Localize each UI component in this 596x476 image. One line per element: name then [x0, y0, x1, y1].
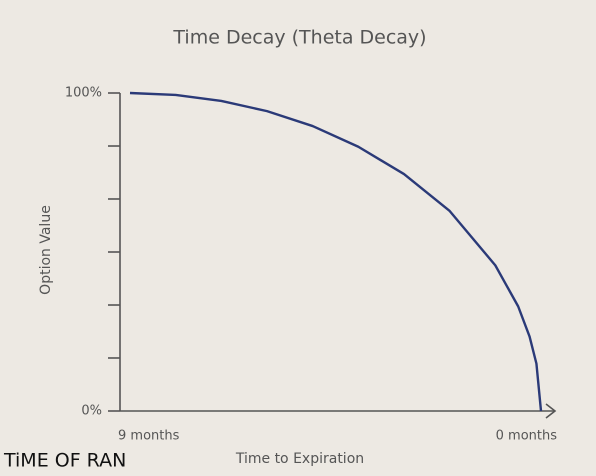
y-tick-label: 0% — [81, 404, 102, 419]
x-tick-label: 9 months — [118, 429, 180, 444]
data-line — [129, 91, 543, 412]
y-axis-title: Option Value — [38, 205, 54, 295]
watermark: TiME OF RAN — [3, 450, 126, 472]
y-tick-label: 100% — [65, 86, 102, 101]
x-axis-title: Time to Expiration — [235, 451, 364, 467]
x-axis-arrow — [545, 403, 557, 419]
chart-title: Time Decay (Theta Decay) — [172, 27, 426, 49]
x-tick-label: 0 months — [496, 429, 558, 444]
